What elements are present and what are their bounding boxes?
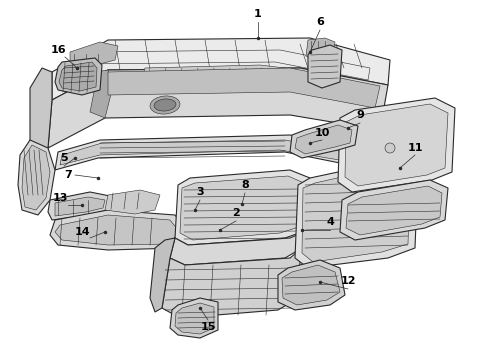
Polygon shape <box>192 198 222 218</box>
Text: 11: 11 <box>407 143 423 153</box>
Circle shape <box>385 143 395 153</box>
Text: 8: 8 <box>241 180 249 190</box>
Polygon shape <box>52 38 390 100</box>
Polygon shape <box>186 194 228 222</box>
Polygon shape <box>175 303 214 334</box>
Polygon shape <box>290 120 358 158</box>
Polygon shape <box>282 265 340 305</box>
Polygon shape <box>345 104 448 186</box>
Text: 1: 1 <box>254 9 262 19</box>
Polygon shape <box>108 68 380 108</box>
Text: 9: 9 <box>356 110 364 120</box>
Polygon shape <box>180 176 304 240</box>
Polygon shape <box>18 140 55 215</box>
Text: 10: 10 <box>314 128 330 138</box>
Ellipse shape <box>150 96 180 114</box>
Text: 2: 2 <box>232 208 240 218</box>
Text: 15: 15 <box>200 322 216 332</box>
Text: 14: 14 <box>74 227 90 237</box>
Polygon shape <box>162 248 302 318</box>
Polygon shape <box>302 168 410 262</box>
Polygon shape <box>278 260 345 310</box>
Text: 5: 5 <box>60 153 68 163</box>
Polygon shape <box>170 298 218 338</box>
Polygon shape <box>175 170 310 245</box>
Polygon shape <box>60 140 360 165</box>
Polygon shape <box>338 98 455 192</box>
Text: 16: 16 <box>50 45 66 55</box>
Text: 6: 6 <box>316 17 324 27</box>
Polygon shape <box>142 65 285 78</box>
Polygon shape <box>55 197 105 216</box>
Polygon shape <box>55 215 178 245</box>
Polygon shape <box>150 238 175 312</box>
Polygon shape <box>55 135 370 170</box>
Polygon shape <box>295 162 418 268</box>
Polygon shape <box>306 38 335 60</box>
Polygon shape <box>295 125 352 154</box>
Polygon shape <box>48 68 388 148</box>
Polygon shape <box>59 62 97 91</box>
Ellipse shape <box>154 99 176 111</box>
Text: 4: 4 <box>326 217 334 227</box>
Text: 3: 3 <box>196 187 204 197</box>
Polygon shape <box>346 186 442 235</box>
Polygon shape <box>70 42 118 68</box>
Polygon shape <box>55 58 102 95</box>
Polygon shape <box>50 210 185 250</box>
Polygon shape <box>340 180 448 240</box>
Polygon shape <box>308 45 342 88</box>
Text: 7: 7 <box>64 170 72 180</box>
Text: 12: 12 <box>340 276 356 286</box>
Polygon shape <box>22 145 50 210</box>
Polygon shape <box>170 230 308 265</box>
Text: 13: 13 <box>52 193 68 203</box>
Polygon shape <box>105 190 160 214</box>
Polygon shape <box>30 68 52 152</box>
Polygon shape <box>90 70 112 118</box>
Polygon shape <box>48 192 110 220</box>
